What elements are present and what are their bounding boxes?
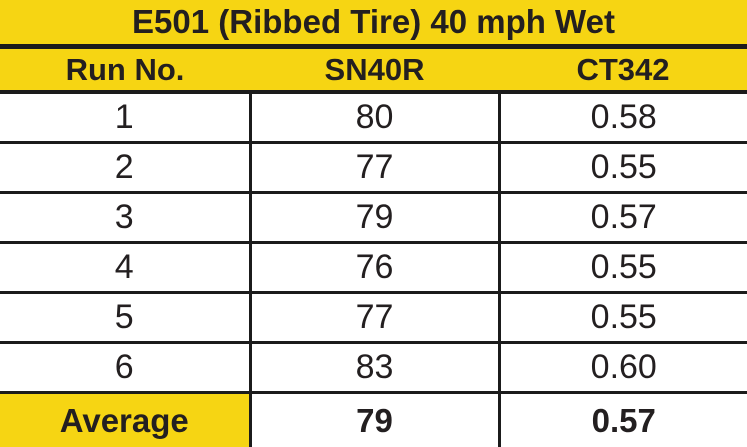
column-header-sn40r: SN40R — [250, 46, 499, 94]
sn40r-value-cell: 80 — [248, 90, 501, 144]
average-sn40r-cell: 79 — [248, 391, 501, 447]
ct342-value-cell: 0.60 — [497, 341, 747, 394]
sn40r-value-cell: 83 — [248, 341, 501, 394]
table-row: 6 83 0.60 — [0, 341, 747, 394]
table-row: 1 80 0.58 — [0, 90, 747, 144]
run-number-cell: 6 — [0, 341, 252, 394]
sn40r-value-cell: 77 — [248, 291, 501, 344]
run-number-cell: 2 — [0, 141, 252, 194]
run-number-cell: 4 — [0, 241, 252, 294]
ct342-value-cell: 0.57 — [497, 191, 747, 244]
table-title-row: E501 (Ribbed Tire) 40 mph Wet — [0, 0, 747, 49]
ct342-value-cell: 0.58 — [497, 90, 747, 144]
sn40r-value-cell: 79 — [248, 191, 501, 244]
ct342-value-cell: 0.55 — [497, 141, 747, 194]
run-number-cell: 3 — [0, 191, 252, 244]
sn40r-value-cell: 77 — [248, 141, 501, 194]
ct342-value-cell: 0.55 — [497, 291, 747, 344]
table-row: 2 77 0.55 — [0, 141, 747, 194]
run-number-cell: 1 — [0, 90, 252, 144]
table-row: 4 76 0.55 — [0, 241, 747, 294]
sn40r-value-cell: 76 — [248, 241, 501, 294]
ct342-value-cell: 0.55 — [497, 241, 747, 294]
table-header-row: Run No. SN40R CT342 — [0, 46, 747, 94]
average-ct342-cell: 0.57 — [497, 391, 747, 447]
average-label-cell: Average — [0, 391, 252, 447]
column-header-ct342: CT342 — [499, 46, 747, 94]
run-number-cell: 5 — [0, 291, 252, 344]
table-average-row: Average 79 0.57 — [0, 391, 747, 447]
table-row: 3 79 0.57 — [0, 191, 747, 244]
table-row: 5 77 0.55 — [0, 291, 747, 344]
table-title: E501 (Ribbed Tire) 40 mph Wet — [0, 0, 747, 49]
column-header-run-no: Run No. — [0, 46, 250, 94]
